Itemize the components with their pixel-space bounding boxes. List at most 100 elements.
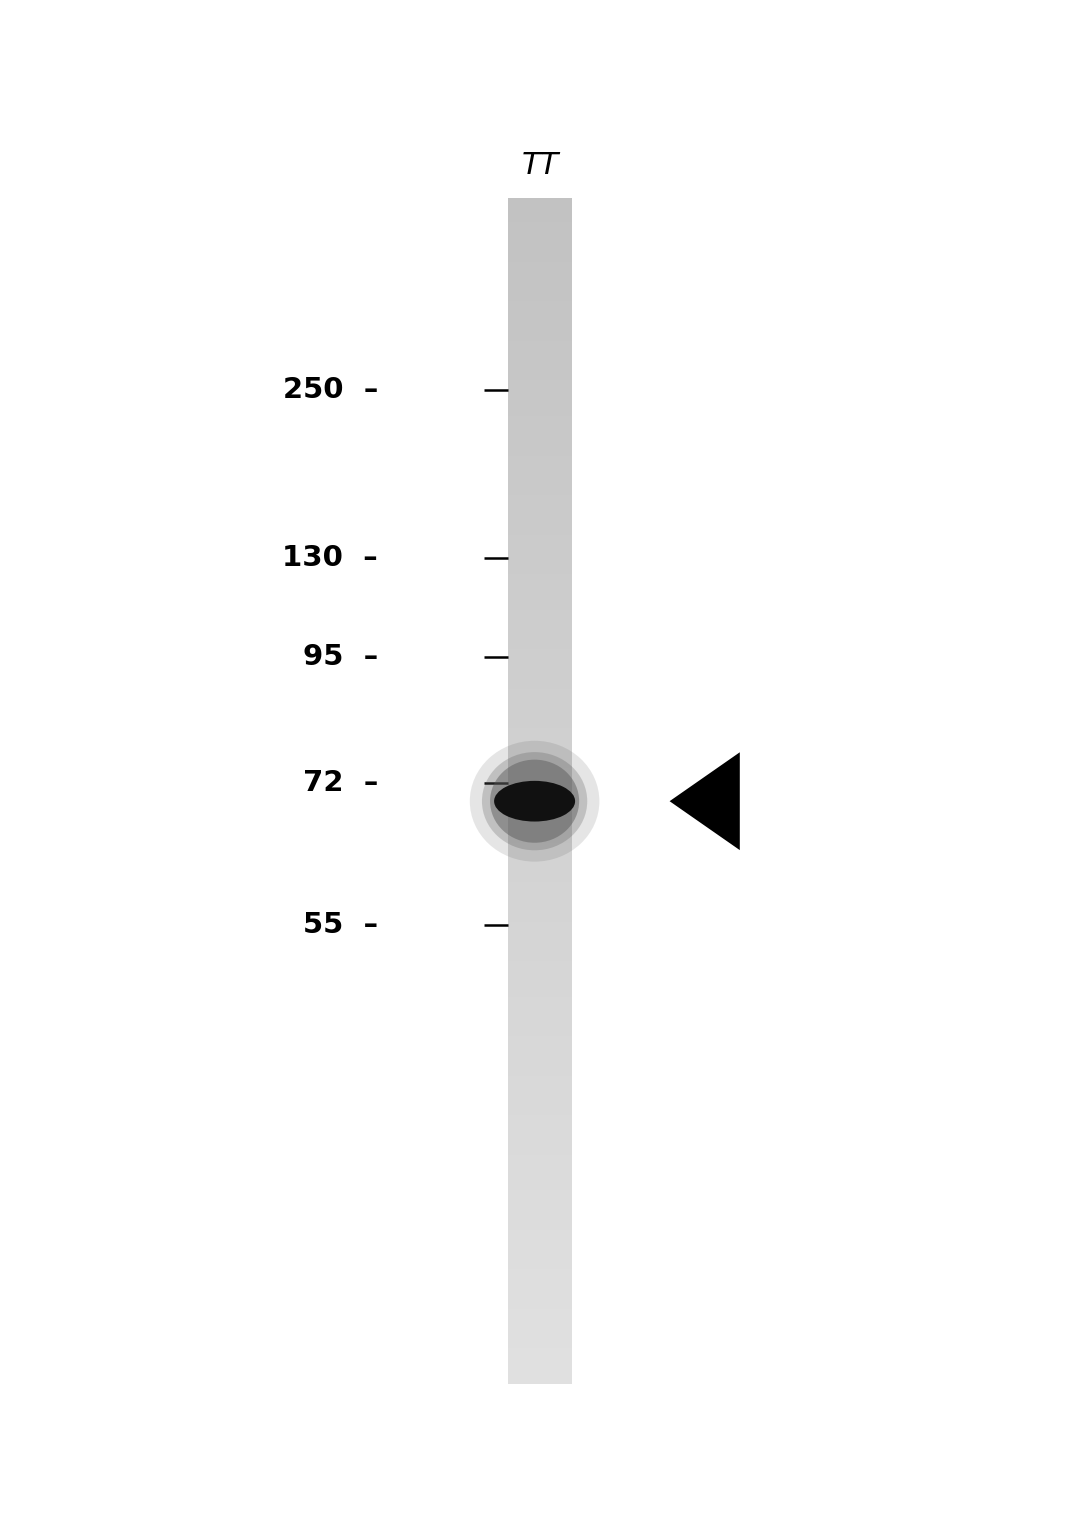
Bar	[508, 1098, 572, 1104]
Bar	[508, 826, 572, 830]
Bar	[508, 830, 572, 835]
Bar	[508, 332, 572, 336]
Bar	[508, 538, 572, 543]
Bar	[508, 581, 572, 586]
Bar	[508, 988, 572, 992]
Bar	[508, 1307, 572, 1312]
Bar	[508, 933, 572, 937]
Bar	[508, 1102, 572, 1107]
Bar	[508, 419, 572, 424]
Bar	[508, 1055, 572, 1060]
Bar	[508, 359, 572, 364]
Bar	[508, 546, 572, 550]
Bar	[508, 661, 572, 665]
Bar	[508, 1344, 572, 1349]
Bar	[508, 1324, 572, 1329]
Bar	[508, 274, 572, 278]
Bar	[508, 641, 572, 645]
Bar	[508, 261, 572, 266]
Bar	[508, 321, 572, 326]
Bar	[508, 1147, 572, 1151]
Bar	[508, 454, 572, 459]
Bar	[508, 957, 572, 962]
Bar	[508, 578, 572, 583]
Bar	[508, 948, 572, 953]
Bar	[508, 486, 572, 491]
Bar	[508, 214, 572, 219]
Bar	[508, 890, 572, 894]
Bar	[508, 813, 572, 820]
Bar	[508, 434, 572, 440]
Bar	[508, 691, 572, 697]
Bar	[508, 865, 572, 870]
Bar	[508, 312, 572, 317]
Bar	[508, 676, 572, 680]
Bar	[508, 1375, 572, 1379]
Bar	[508, 1157, 572, 1162]
Ellipse shape	[490, 760, 579, 842]
Bar	[508, 1193, 572, 1199]
Bar	[508, 960, 572, 965]
Bar	[508, 1242, 572, 1246]
Bar	[508, 1209, 572, 1214]
Ellipse shape	[482, 752, 588, 850]
Bar	[508, 601, 572, 605]
Bar	[508, 1015, 572, 1020]
Bar	[508, 1284, 572, 1289]
Text: 72  –: 72 –	[302, 769, 378, 797]
Bar	[508, 1257, 572, 1261]
Bar	[508, 771, 572, 775]
Bar	[508, 446, 572, 451]
Bar	[508, 751, 572, 755]
Bar	[508, 688, 572, 693]
Bar	[508, 1177, 572, 1182]
Bar	[508, 621, 572, 625]
Bar	[508, 411, 572, 416]
Bar	[508, 529, 572, 535]
Bar	[508, 1327, 572, 1332]
Bar	[508, 1352, 572, 1356]
Bar	[508, 344, 572, 349]
Bar	[508, 1070, 572, 1076]
Bar	[508, 928, 572, 933]
Bar	[508, 384, 572, 388]
Bar	[508, 719, 572, 725]
Bar	[508, 396, 572, 401]
Bar	[508, 511, 572, 515]
Bar	[508, 976, 572, 982]
Bar	[508, 920, 572, 925]
Bar	[508, 443, 572, 448]
Bar	[508, 1075, 572, 1079]
Bar	[508, 766, 572, 772]
Bar	[508, 379, 572, 384]
Bar	[508, 1379, 572, 1384]
Bar	[508, 648, 572, 653]
Bar	[508, 861, 572, 867]
Bar	[508, 1364, 572, 1368]
Bar	[508, 653, 572, 657]
Bar	[508, 1008, 572, 1012]
Bar	[508, 566, 572, 570]
Bar	[508, 735, 572, 740]
Bar	[508, 518, 572, 523]
Bar	[508, 1272, 572, 1277]
Bar	[508, 197, 572, 203]
Bar	[508, 596, 572, 601]
Bar	[508, 404, 572, 408]
Bar	[508, 616, 572, 621]
Bar	[508, 341, 572, 346]
Bar	[508, 881, 572, 887]
Bar	[508, 1225, 572, 1229]
Bar	[508, 407, 572, 413]
Bar	[508, 668, 572, 673]
Bar	[508, 1287, 572, 1294]
Bar	[508, 1000, 572, 1005]
Bar	[508, 304, 572, 309]
Bar	[508, 502, 572, 508]
Bar	[508, 586, 572, 590]
Bar	[508, 1027, 572, 1032]
Bar	[508, 1095, 572, 1099]
Bar	[508, 482, 572, 488]
Bar	[508, 1367, 572, 1372]
Bar	[508, 917, 572, 922]
